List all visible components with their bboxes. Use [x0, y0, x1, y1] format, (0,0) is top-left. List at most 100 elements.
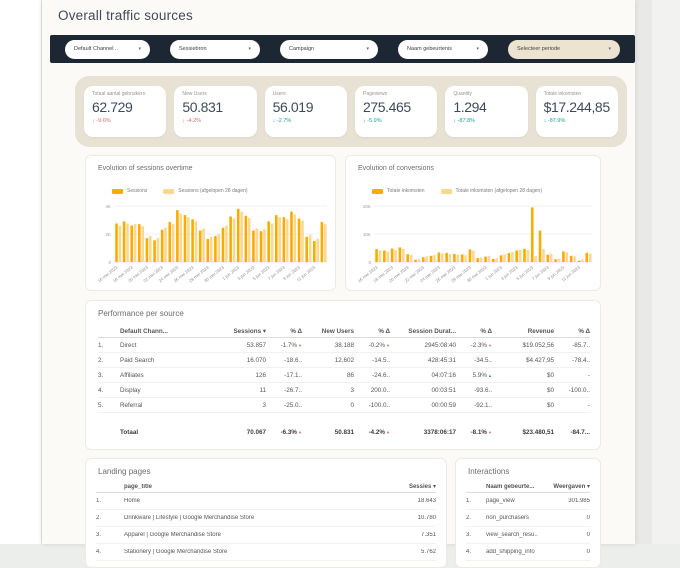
landing-pages-card: Landing pages page_title Sessies ▾ 1. Home 1… [85, 458, 447, 568]
table-cell: -1.7%▼ [280, 341, 302, 349]
table-row: 3. view_search_resu.. 0 [466, 527, 590, 544]
row-label: Drinkware | Lifestyle | Google Merchandi… [124, 515, 255, 521]
table-cell: $19.052,56 [522, 341, 554, 349]
chevron-down-icon: ▾ [138, 46, 141, 52]
svg-text:0: 0 [108, 260, 111, 265]
kpi-delta: ↓ -2.7% [273, 118, 339, 124]
total-cell: -8.1%▼ [470, 429, 492, 436]
legend-swatch [440, 188, 452, 194]
kpi-delta-value: -87.9% [547, 118, 566, 124]
column-header-session-durat[interactable]: Session Durat... [408, 327, 456, 335]
kpi-scorecard-band: Totaal aantal gebruikers 62.729 ↓ -9.6% New… [75, 76, 627, 147]
table-row: 2. Drinkware | Lifestyle | Google Merchan… [96, 510, 436, 527]
table-cell: -85.7.. [572, 341, 590, 349]
table-cell: -26.7.. [284, 386, 302, 394]
column-header-new-users[interactable]: New Users [321, 327, 354, 335]
filter-dropdown-naam-gebeurtenis[interactable]: Naam gebeurtenis ▾ [398, 39, 488, 59]
table-cell: 86 [346, 371, 354, 379]
table-cell: 126 [255, 371, 266, 379]
row-label: Stationery | Google Merchandise Store [124, 549, 228, 555]
kpi-label: Users [272, 91, 286, 97]
legend-item: Sessions (afgelopen 28 dagen) [163, 188, 248, 194]
scrollbar-track[interactable] [652, 0, 680, 544]
row-label: Apparel | Google Merchandise Store [124, 532, 221, 538]
svg-text:4K: 4K [105, 204, 112, 209]
table-cell: 00:03:51 [431, 386, 456, 394]
column-header-revenue[interactable]: Revenue [527, 327, 554, 335]
table-cell: -2.3%▼ [470, 341, 492, 349]
table-cell: -93.6.. [474, 386, 492, 394]
table-cell: 428:45:31 [427, 356, 456, 364]
table-cell: 0 [350, 401, 354, 409]
channel-name: Display [120, 386, 141, 394]
kpi-card-totale-inkomsten: Totale inkomsten $17.244,85 ↓ -87.9% [535, 86, 618, 137]
total-cell: $23.480,51 [522, 429, 554, 436]
landing-pages-table: page_title Sessies ▾ 1. Home 18.643 2. Drinkwa… [96, 481, 436, 561]
row-value: 5.762 [420, 549, 436, 555]
kpi-value: $17.244,85 [543, 99, 610, 115]
filter-dropdown-selecteer-periode[interactable]: Selecteer periode ▾ [508, 39, 620, 59]
row-index: 4. [466, 549, 472, 555]
column-header-naam-gebeurte: Naam gebeurte... [486, 483, 535, 490]
column-header-sessions[interactable]: Sessions ▾ [233, 327, 266, 335]
kpi-card-pageviews: Pageviews 275.465 ↓ -5.9% [354, 86, 438, 137]
table-cell: 53.857 [246, 341, 266, 349]
row-label: add_shipping_info [486, 549, 535, 555]
table-row: 3. Affiliates 126 -17.1.. 86 -24.6.. 04:07:16 5… [98, 368, 590, 383]
table-cell: - [587, 401, 590, 409]
column-header-index[interactable]: % Δ [480, 327, 492, 335]
row-value: 7.351 [420, 532, 436, 538]
table-cell: $0 [546, 371, 554, 379]
arrow-down-icon: ▼ [488, 342, 492, 348]
row-index: 3. [466, 532, 472, 538]
legend-item: Totale inkomsten (afgelopen 28 dagen) [440, 188, 542, 194]
chart-legend: Sessions Sessions (afgelopen 28 dagen) [112, 188, 248, 194]
table-total-row: Totaal 70.067 -6.3%▼ 50.831 -4.2%▼ 3378:06:17… [98, 425, 590, 440]
table-cell: 2. [98, 356, 104, 364]
kpi-card-totaal-aantal-gebruikers: Totaal aantal gebruikers 62.729 ↓ -9.6% [84, 86, 167, 137]
row-label: Home [124, 498, 141, 504]
column-header-weergaven[interactable]: Weergaven ▾ [553, 484, 590, 490]
table-cell: 200.0.. [370, 386, 390, 394]
arrow-down-icon: ▼ [298, 430, 302, 435]
dashboard-page: Overall traffic sources Default Channel … [42, 0, 635, 568]
arrow-down-icon: ↓ [92, 118, 97, 124]
row-index: 4. [96, 549, 102, 555]
table-row: 4. Stationery | Google Merchandise Store 5… [96, 544, 436, 561]
table-cell: - [587, 371, 590, 379]
svg-text:10K: 10K [363, 232, 372, 237]
kpi-delta: ↓ -9.6% [92, 118, 158, 124]
filter-dropdown-default-channel[interactable]: Default Channel .. ▾ [65, 39, 150, 59]
filter-dropdown-campaign[interactable]: Campaign ▾ [280, 39, 378, 59]
table-cell: -24.6.. [372, 371, 390, 379]
channel-name: Affiliates [120, 371, 144, 379]
table-cell: $4.427,95 [525, 356, 554, 364]
column-header-index[interactable]: % Δ [378, 327, 390, 335]
table-cell: -18.6.. [284, 356, 302, 364]
column-header-default-chann[interactable]: Default Chann... [120, 327, 168, 335]
kpi-delta-value: -9.6% [96, 118, 111, 124]
page-title: Overall traffic sources [58, 8, 193, 23]
chevron-down-icon: ▾ [608, 46, 611, 52]
chart-legend: Totale inkomsten Totale inkomsten (afgelo… [372, 188, 542, 194]
kpi-delta-value: -87.8% [457, 118, 476, 124]
sessions-chart-card: Evolution of sessions overtime Sessions S… [85, 155, 336, 291]
row-value: 301.985 [568, 498, 590, 504]
table-header-row: Default Chann... Sessions ▾ % Δ New Users % … [98, 325, 590, 338]
table-cell: $0 [546, 401, 554, 409]
svg-text:2K: 2K [105, 232, 112, 237]
table-row: 4. Display 11 -26.7.. 3 200.0.. 00:03:51 -93.6.… [98, 383, 590, 398]
chevron-down-icon: ▾ [476, 46, 479, 52]
column-header-index[interactable]: % Δ [290, 327, 302, 335]
total-cell: -4.2%▼ [368, 429, 390, 436]
filter-dropdown-sessiebron[interactable]: Sessiebron ▾ [170, 39, 260, 59]
arrow-down-icon: ↓ [453, 118, 458, 124]
row-value: 0 [586, 549, 590, 555]
column-header-sessies[interactable]: Sessies ▾ [408, 484, 436, 490]
row-value: 10.780 [417, 515, 436, 521]
column-header-index[interactable]: % Δ [578, 327, 590, 335]
card-heading: Interactions [468, 467, 510, 476]
row-value: 0 [586, 515, 590, 521]
